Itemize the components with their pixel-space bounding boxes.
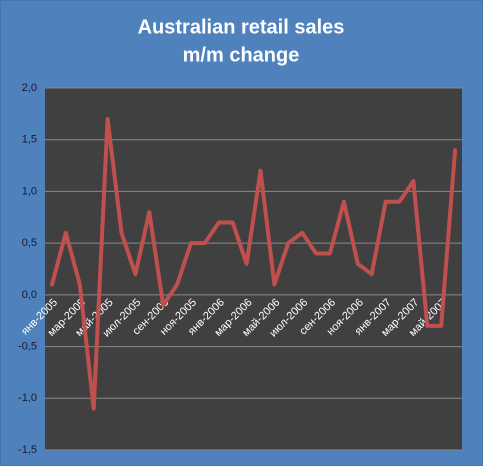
y-tick-label: -1,5 [18, 444, 37, 456]
y-tick-label: -0,5 [18, 340, 37, 352]
y-tick-label: 2,0 [22, 82, 37, 94]
chart-subtitle: m/m change [183, 44, 300, 66]
chart-title: Australian retail sales [138, 16, 345, 38]
y-tick-label: 0,0 [22, 289, 37, 301]
y-tick-label: 0,5 [22, 237, 37, 249]
y-tick-label: -1,0 [18, 392, 37, 404]
y-tick-label: 1,5 [22, 134, 37, 146]
line-series [50, 117, 458, 411]
y-tick-label: 1,0 [22, 185, 37, 197]
plot-area [45, 88, 462, 450]
